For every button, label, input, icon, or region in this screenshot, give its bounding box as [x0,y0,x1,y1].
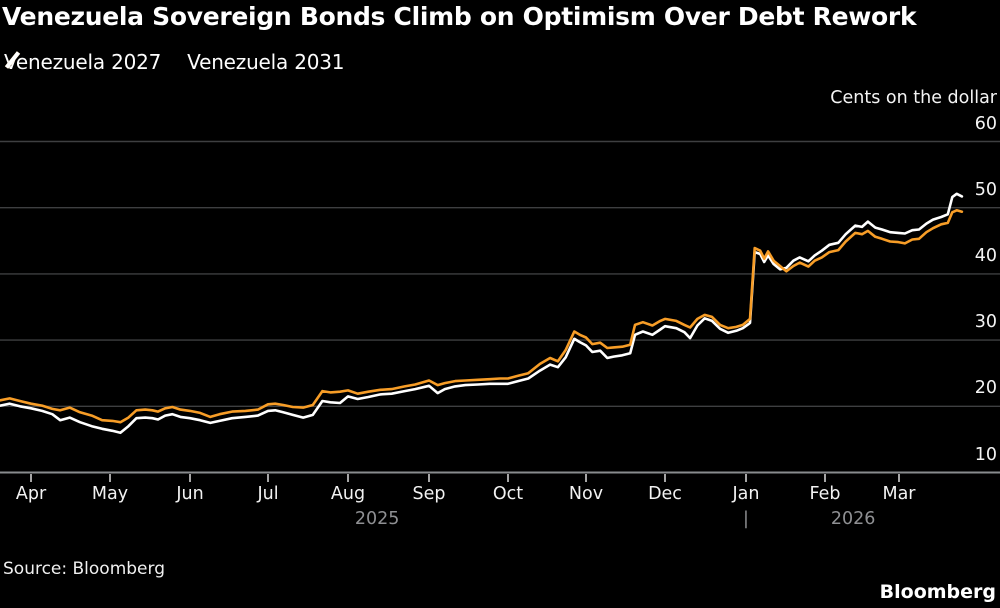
y-tick-label-60: 60 [974,113,997,134]
series-line-venezuela-2027 [0,209,964,424]
y-tick-label-10: 10 [974,444,997,465]
x-tick-label-oct: Oct [492,484,524,504]
year-separator: | [743,509,749,529]
x-tick-label-mar: Mar [882,484,916,504]
y-tick-label-30: 30 [974,312,997,333]
legend: Venezuela 2027 Venezuela 2031 [4,50,345,74]
x-tick-label-nov: Nov [568,484,604,504]
legend-item-venezuela-2031: Venezuela 2031 [4,50,345,74]
bloomberg-logo: Bloomberg [879,581,996,603]
series-line-venezuela-2031 [0,192,964,435]
legend-label: Venezuela 2031 [187,50,345,74]
y-tick-label-20: 20 [974,378,997,399]
x-tick-label-jun: Jun [176,484,204,504]
y-axis-unit-label: Cents on the dollar [830,88,997,108]
x-tick-label-aug: Aug [330,484,366,504]
x-tick-label-feb: Feb [809,484,841,504]
legend-label: Venezuela 2027 [4,50,162,74]
page-title: Venezuela Sovereign Bonds Climb on Optim… [2,2,917,31]
x-tick-label-may: May [91,484,129,504]
x-tick-label-dec: Dec [648,484,682,504]
legend-item-venezuela-2027: Venezuela 2027 [4,50,161,74]
year-label-2025: 2025 [354,509,400,529]
x-tick-label-apr: Apr [15,484,47,504]
y-tick-label-40: 40 [974,245,997,266]
source-note: Source: Bloomberg [3,559,165,579]
x-tick-label-jan: Jan [732,484,760,504]
x-tick-label-sep: Sep [412,484,446,504]
year-label-2026: 2026 [830,509,876,529]
x-tick-label-jul: Jul [257,484,279,504]
white-slash-icon [4,51,21,69]
y-tick-label-50: 50 [974,179,997,200]
